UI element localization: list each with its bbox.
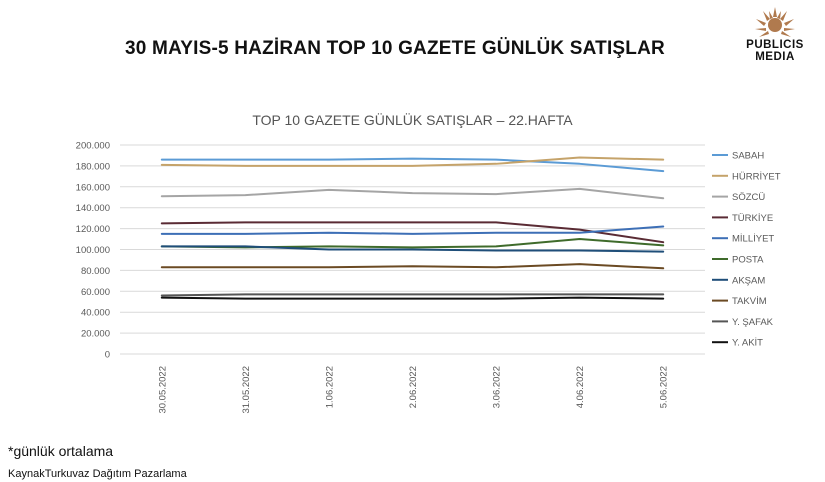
x-tick-label: 30.05.2022 (157, 366, 168, 414)
legend-label: Y. AKİT (732, 338, 763, 349)
series-line (160, 187, 665, 200)
footnote: *günlük ortalama (8, 443, 114, 459)
lion-emblem-icon (755, 7, 795, 37)
legend-label: POSTA (732, 255, 764, 266)
chart-title: TOP 10 GAZETE GÜNLÜK SATIŞLAR – 22.HAFTA (252, 111, 573, 128)
y-tick-label: 180.000 (76, 161, 110, 172)
series-line (160, 225, 665, 235)
series-line (160, 293, 665, 297)
y-tick-label: 60.000 (81, 287, 110, 298)
legend-label: MİLLİYET (732, 234, 774, 245)
y-tick-label: 200.000 (76, 141, 110, 152)
series-line (160, 245, 665, 253)
series-line (160, 157, 665, 173)
series-line (160, 221, 665, 244)
chart-svg: TOP 10 GAZETE GÜNLÜK SATIŞLAR – 22.HAFTA… (76, 111, 781, 414)
legend-label: Y. ŞAFAK (732, 317, 774, 328)
publicis-media-logo: PUBLICIS MEDIA (730, 5, 820, 71)
logo-text-media: MEDIA (755, 51, 795, 63)
x-tick-label: 1.06.2022 (324, 366, 335, 408)
legend-label: SÖZCÜ (732, 192, 765, 203)
x-tick-label: 3.06.2022 (492, 366, 503, 408)
series-line (160, 263, 665, 270)
legend-label: AKŞAM (732, 275, 765, 286)
x-tick-label: 31.05.2022 (241, 366, 252, 414)
series-line (160, 156, 665, 167)
y-tick-label: 160.000 (76, 182, 110, 193)
series-line (160, 296, 665, 300)
legend-label: HÜRRİYET (732, 171, 781, 182)
x-tick-label: 2.06.2022 (408, 366, 419, 408)
line-chart: TOP 10 GAZETE GÜNLÜK SATIŞLAR – 22.HAFTA… (0, 100, 825, 420)
y-tick-label: 20.000 (81, 329, 110, 340)
series-line (160, 238, 665, 249)
legend-label: TÜRKİYE (732, 213, 773, 224)
y-tick-label: 40.000 (81, 308, 110, 319)
legend-label: TAKVİM (732, 296, 767, 307)
source-text: KaynakTurkuvaz Dağıtım Pazarlama (8, 468, 187, 480)
y-tick-label: 140.000 (76, 203, 110, 214)
legend-label: SABAH (732, 151, 764, 162)
logo-text-publicis: PUBLICIS (746, 39, 804, 51)
y-tick-label: 80.000 (81, 266, 110, 277)
x-tick-label: 4.06.2022 (575, 366, 586, 408)
y-tick-label: 120.000 (76, 224, 110, 235)
page-title: 30 MAYIS-5 HAZİRAN TOP 10 GAZETE GÜNLÜK … (125, 38, 665, 59)
x-tick-label: 5.06.2022 (659, 366, 670, 408)
y-tick-label: 0 (105, 350, 110, 361)
y-tick-label: 100.000 (76, 245, 110, 256)
